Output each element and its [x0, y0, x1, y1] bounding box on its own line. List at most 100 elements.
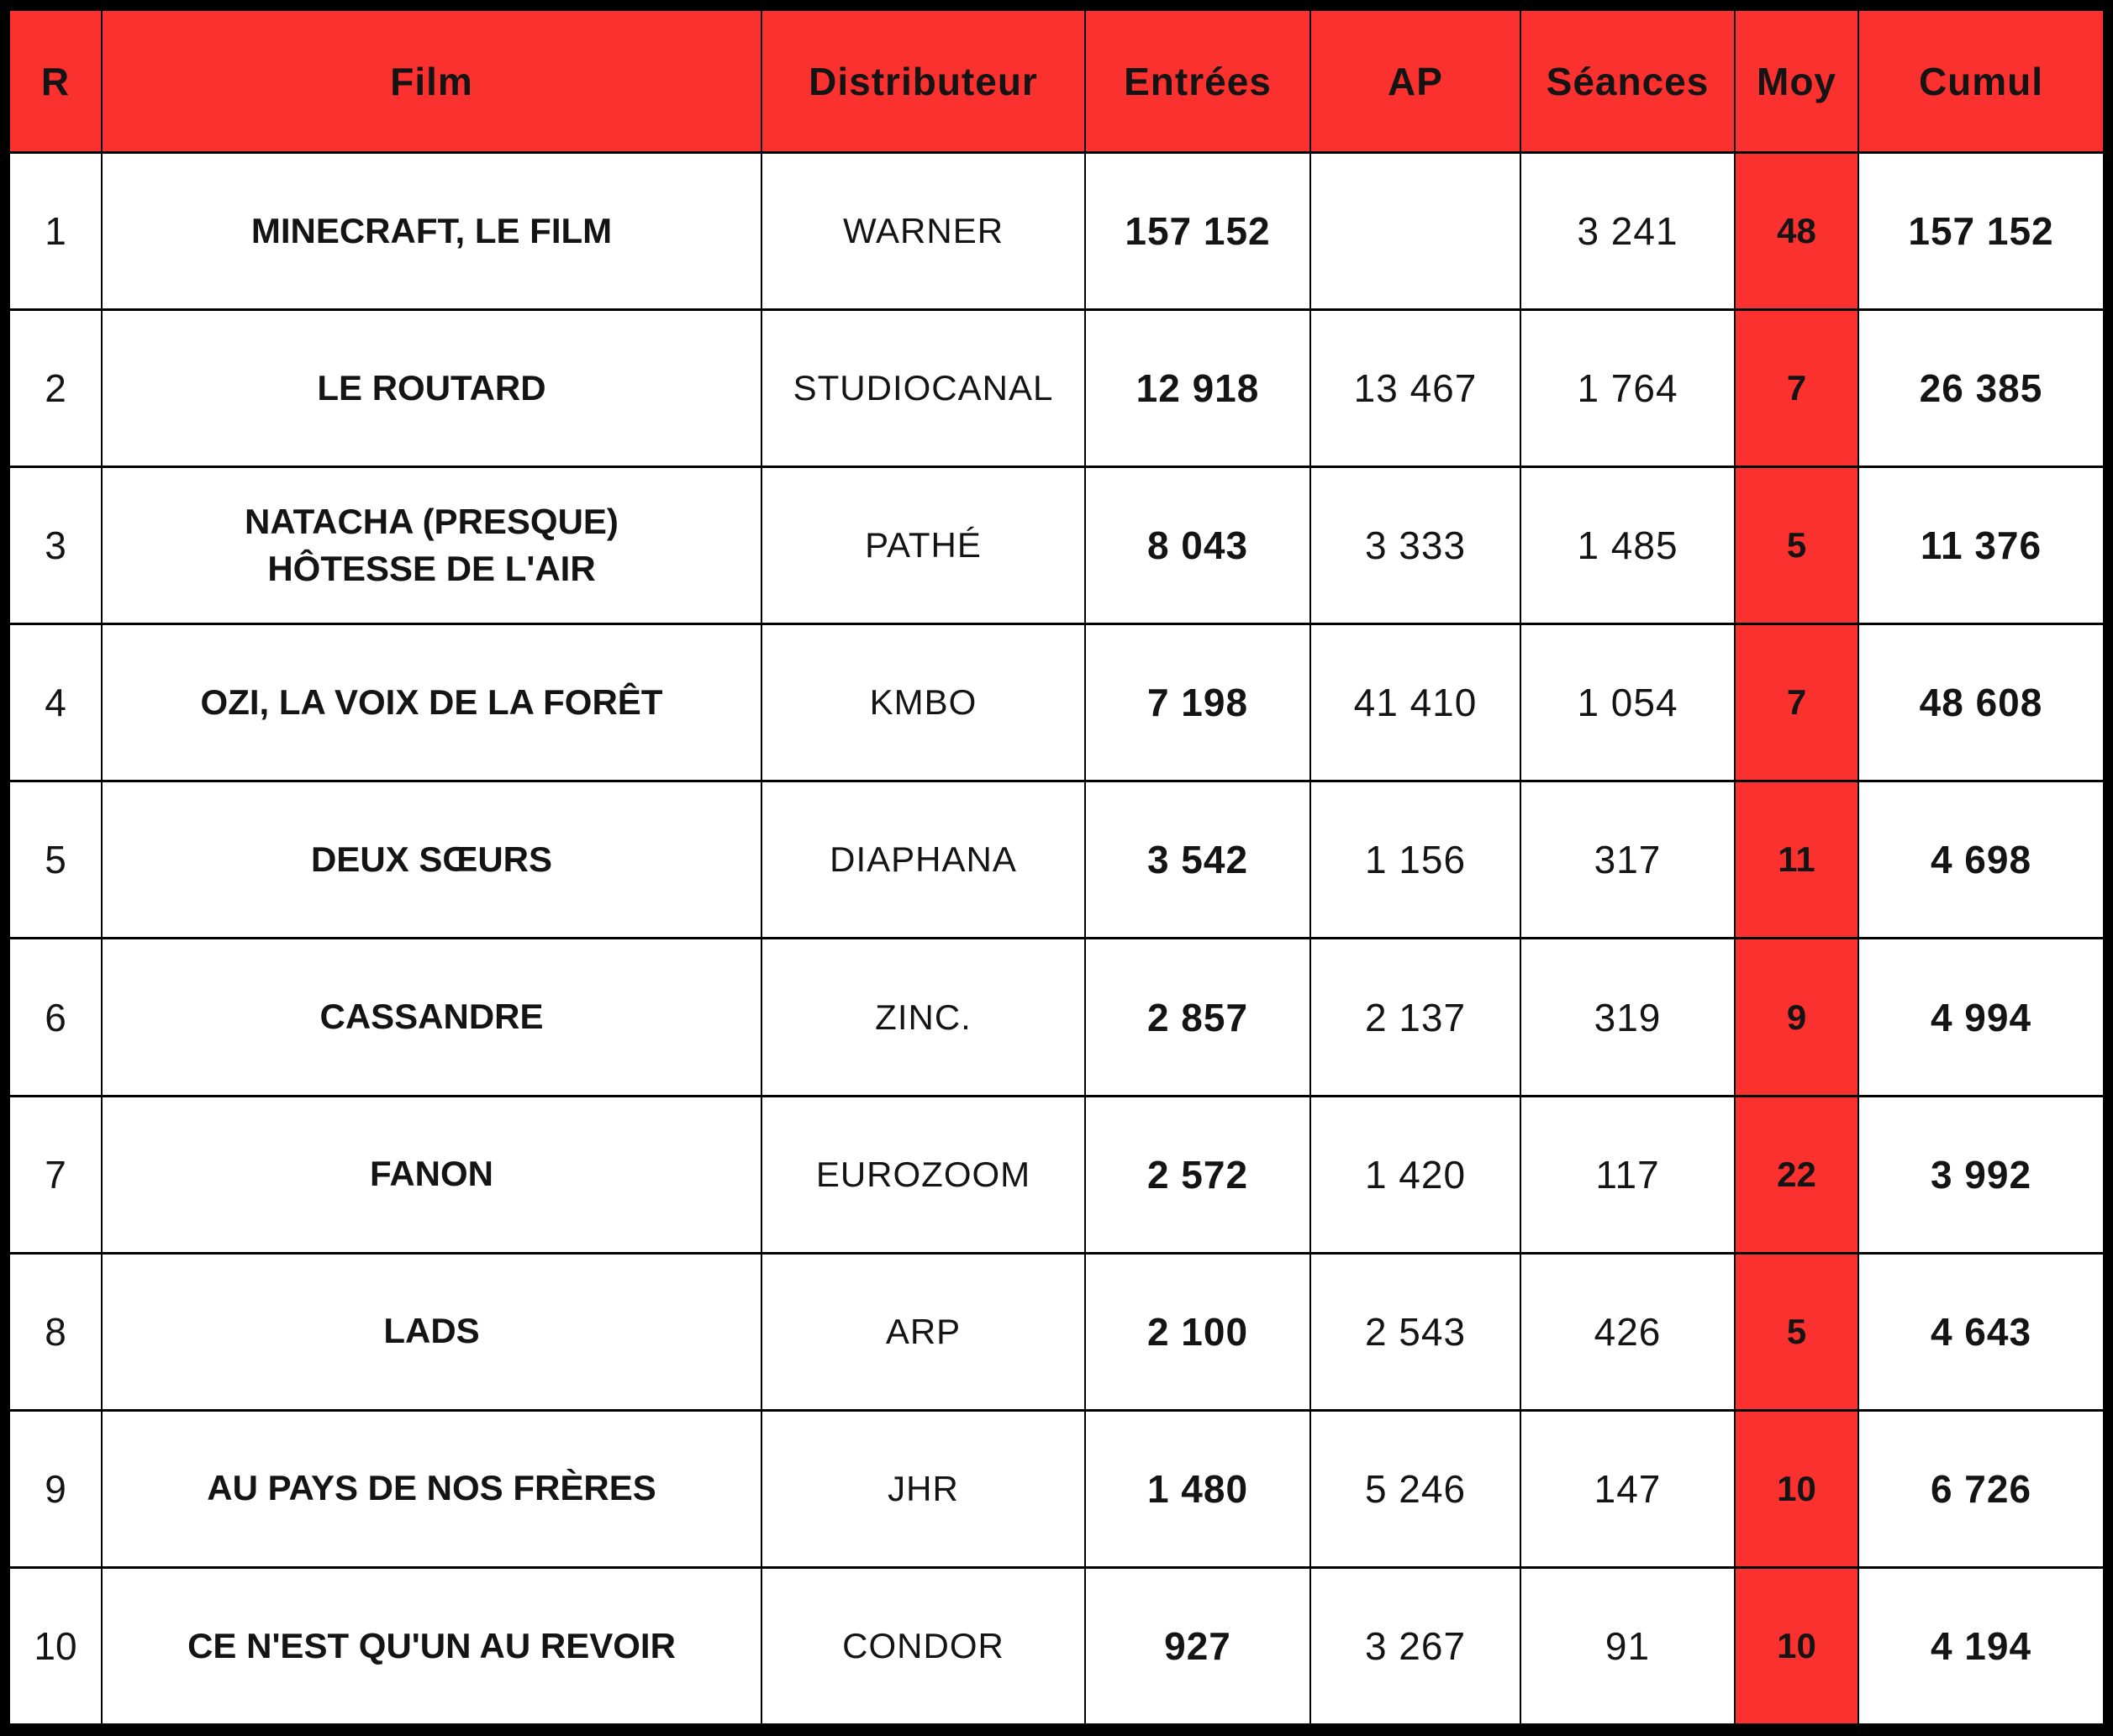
film-title-cell: FANON [101, 1094, 762, 1255]
film-title-cell: LADS [101, 1251, 762, 1412]
seances-cell: 1 485 [1520, 466, 1736, 626]
seances-cell: 91 [1520, 1565, 1736, 1727]
distributor-cell: WARNER [761, 150, 1086, 312]
entrees-cell: 1 480 [1084, 1408, 1311, 1569]
film-title-cell: LE ROUTARD [101, 308, 762, 469]
table-row: 9 AU PAYS DE NOS FRÈRES JHR 1 480 5 246 147 10… [8, 1408, 2105, 1569]
header-moy: Moy [1734, 8, 1859, 154]
header-entrees: Entrées [1084, 8, 1311, 154]
ap-cell: 13 467 [1309, 308, 1521, 469]
rank-cell: 6 [8, 937, 103, 1097]
ap-cell: 41 410 [1309, 623, 1521, 783]
ap-cell: 3 333 [1309, 466, 1521, 626]
rank-cell: 1 [8, 150, 103, 312]
table-row: 10 CE N'EST QU'UN AU REVOIR CONDOR 927 3 267… [8, 1565, 2105, 1727]
film-title-cell: OZI, LA VOIX DE LA FORÊT [101, 623, 762, 783]
distributor-cell: ARP [761, 1251, 1086, 1412]
film-title-cell: AU PAYS DE NOS FRÈRES [101, 1408, 762, 1569]
header-ap: AP [1309, 8, 1521, 154]
entrees-cell: 157 152 [1084, 150, 1311, 312]
film-title-cell: CE N'EST QU'UN AU REVOIR [101, 1565, 762, 1727]
moy-cell: 10 [1734, 1565, 1859, 1727]
entrees-cell: 12 918 [1084, 308, 1311, 469]
header-row: R Film Distributeur Entrées AP Séances Moy Cumu… [8, 8, 2105, 154]
distributor-cell: KMBO [761, 623, 1086, 783]
ap-cell: 1 156 [1309, 780, 1521, 940]
cumul-cell: 6 726 [1857, 1408, 2105, 1569]
seances-cell: 319 [1520, 937, 1736, 1097]
table-row: 5 DEUX SŒURS DIAPHANA 3 542 1 156 317 11 4 698 [8, 780, 2105, 940]
cumul-cell: 4 994 [1857, 937, 2105, 1097]
entrees-cell: 2 857 [1084, 937, 1311, 1097]
table-row: 7 FANON EUROZOOM 2 572 1 420 117 22 3 992 [8, 1094, 2105, 1255]
entrees-cell: 2 572 [1084, 1094, 1311, 1255]
cumul-cell: 3 992 [1857, 1094, 2105, 1255]
box-office-table: R Film Distributeur Entrées AP Séances Moy Cumu… [8, 8, 2105, 1727]
seances-cell: 3 241 [1520, 150, 1736, 312]
table-row: 2 LE ROUTARD STUDIOCANAL 12 918 13 467 1 764 7… [8, 308, 2105, 469]
film-title-cell: NATACHA (PRESQUE) HÔTESSE DE L'AIR [101, 466, 762, 626]
table-row: 1 MINECRAFT, LE FILM WARNER 157 152 3 241 48 1… [8, 150, 2105, 312]
table-row: 8 LADS ARP 2 100 2 543 426 5 4 643 [8, 1251, 2105, 1412]
film-title-cell: DEUX SŒURS [101, 780, 762, 940]
cumul-cell: 11 376 [1857, 466, 2105, 626]
rank-cell: 8 [8, 1251, 103, 1412]
distributor-cell: DIAPHANA [761, 780, 1086, 940]
header-r: R [8, 8, 103, 154]
cumul-cell: 4 194 [1857, 1565, 2105, 1727]
rank-cell: 4 [8, 623, 103, 783]
seances-cell: 1 764 [1520, 308, 1736, 469]
entrees-cell: 3 542 [1084, 780, 1311, 940]
moy-cell: 10 [1734, 1408, 1859, 1569]
seances-cell: 117 [1520, 1094, 1736, 1255]
ap-cell: 1 420 [1309, 1094, 1521, 1255]
cumul-cell: 48 608 [1857, 623, 2105, 783]
moy-cell: 9 [1734, 937, 1859, 1097]
table-body: 1 MINECRAFT, LE FILM WARNER 157 152 3 241 48 1… [8, 150, 2105, 1727]
distributor-cell: ZINC. [761, 937, 1086, 1097]
moy-cell: 5 [1734, 1251, 1859, 1412]
rank-cell: 9 [8, 1408, 103, 1569]
entrees-cell: 927 [1084, 1565, 1311, 1727]
seances-cell: 1 054 [1520, 623, 1736, 783]
header-seances: Séances [1520, 8, 1736, 154]
rank-cell: 10 [8, 1565, 103, 1727]
table-row: 4 OZI, LA VOIX DE LA FORÊT KMBO 7 198 41 410… [8, 623, 2105, 783]
cumul-cell: 4 698 [1857, 780, 2105, 940]
header-distributeur: Distributeur [761, 8, 1086, 154]
entrees-cell: 7 198 [1084, 623, 1311, 783]
distributor-cell: JHR [761, 1408, 1086, 1569]
moy-cell: 11 [1734, 780, 1859, 940]
cumul-cell: 4 643 [1857, 1251, 2105, 1412]
seances-cell: 426 [1520, 1251, 1736, 1412]
table-row: 3 NATACHA (PRESQUE) HÔTESSE DE L'AIR PATHÉ… [8, 466, 2105, 626]
film-title-cell: MINECRAFT, LE FILM [101, 150, 762, 312]
ap-cell: 5 246 [1309, 1408, 1521, 1569]
table-row: 6 CASSANDRE ZINC. 2 857 2 137 319 9 4 994 [8, 937, 2105, 1097]
distributor-cell: CONDOR [761, 1565, 1086, 1727]
rank-cell: 3 [8, 466, 103, 626]
cumul-cell: 26 385 [1857, 308, 2105, 469]
header-film: Film [101, 8, 762, 154]
moy-cell: 7 [1734, 308, 1859, 469]
cumul-cell: 157 152 [1857, 150, 2105, 312]
moy-cell: 5 [1734, 466, 1859, 626]
moy-cell: 7 [1734, 623, 1859, 783]
rank-cell: 7 [8, 1094, 103, 1255]
entrees-cell: 8 043 [1084, 466, 1311, 626]
film-title-cell: CASSANDRE [101, 937, 762, 1097]
rank-cell: 5 [8, 780, 103, 940]
table-header: R Film Distributeur Entrées AP Séances Moy Cumu… [8, 8, 2105, 154]
seances-cell: 317 [1520, 780, 1736, 940]
ap-cell: 2 137 [1309, 937, 1521, 1097]
distributor-cell: STUDIOCANAL [761, 308, 1086, 469]
rank-cell: 2 [8, 308, 103, 469]
moy-cell: 22 [1734, 1094, 1859, 1255]
seances-cell: 147 [1520, 1408, 1736, 1569]
entrees-cell: 2 100 [1084, 1251, 1311, 1412]
ap-cell: 2 543 [1309, 1251, 1521, 1412]
ap-cell [1309, 150, 1521, 312]
header-cumul: Cumul [1857, 8, 2105, 154]
